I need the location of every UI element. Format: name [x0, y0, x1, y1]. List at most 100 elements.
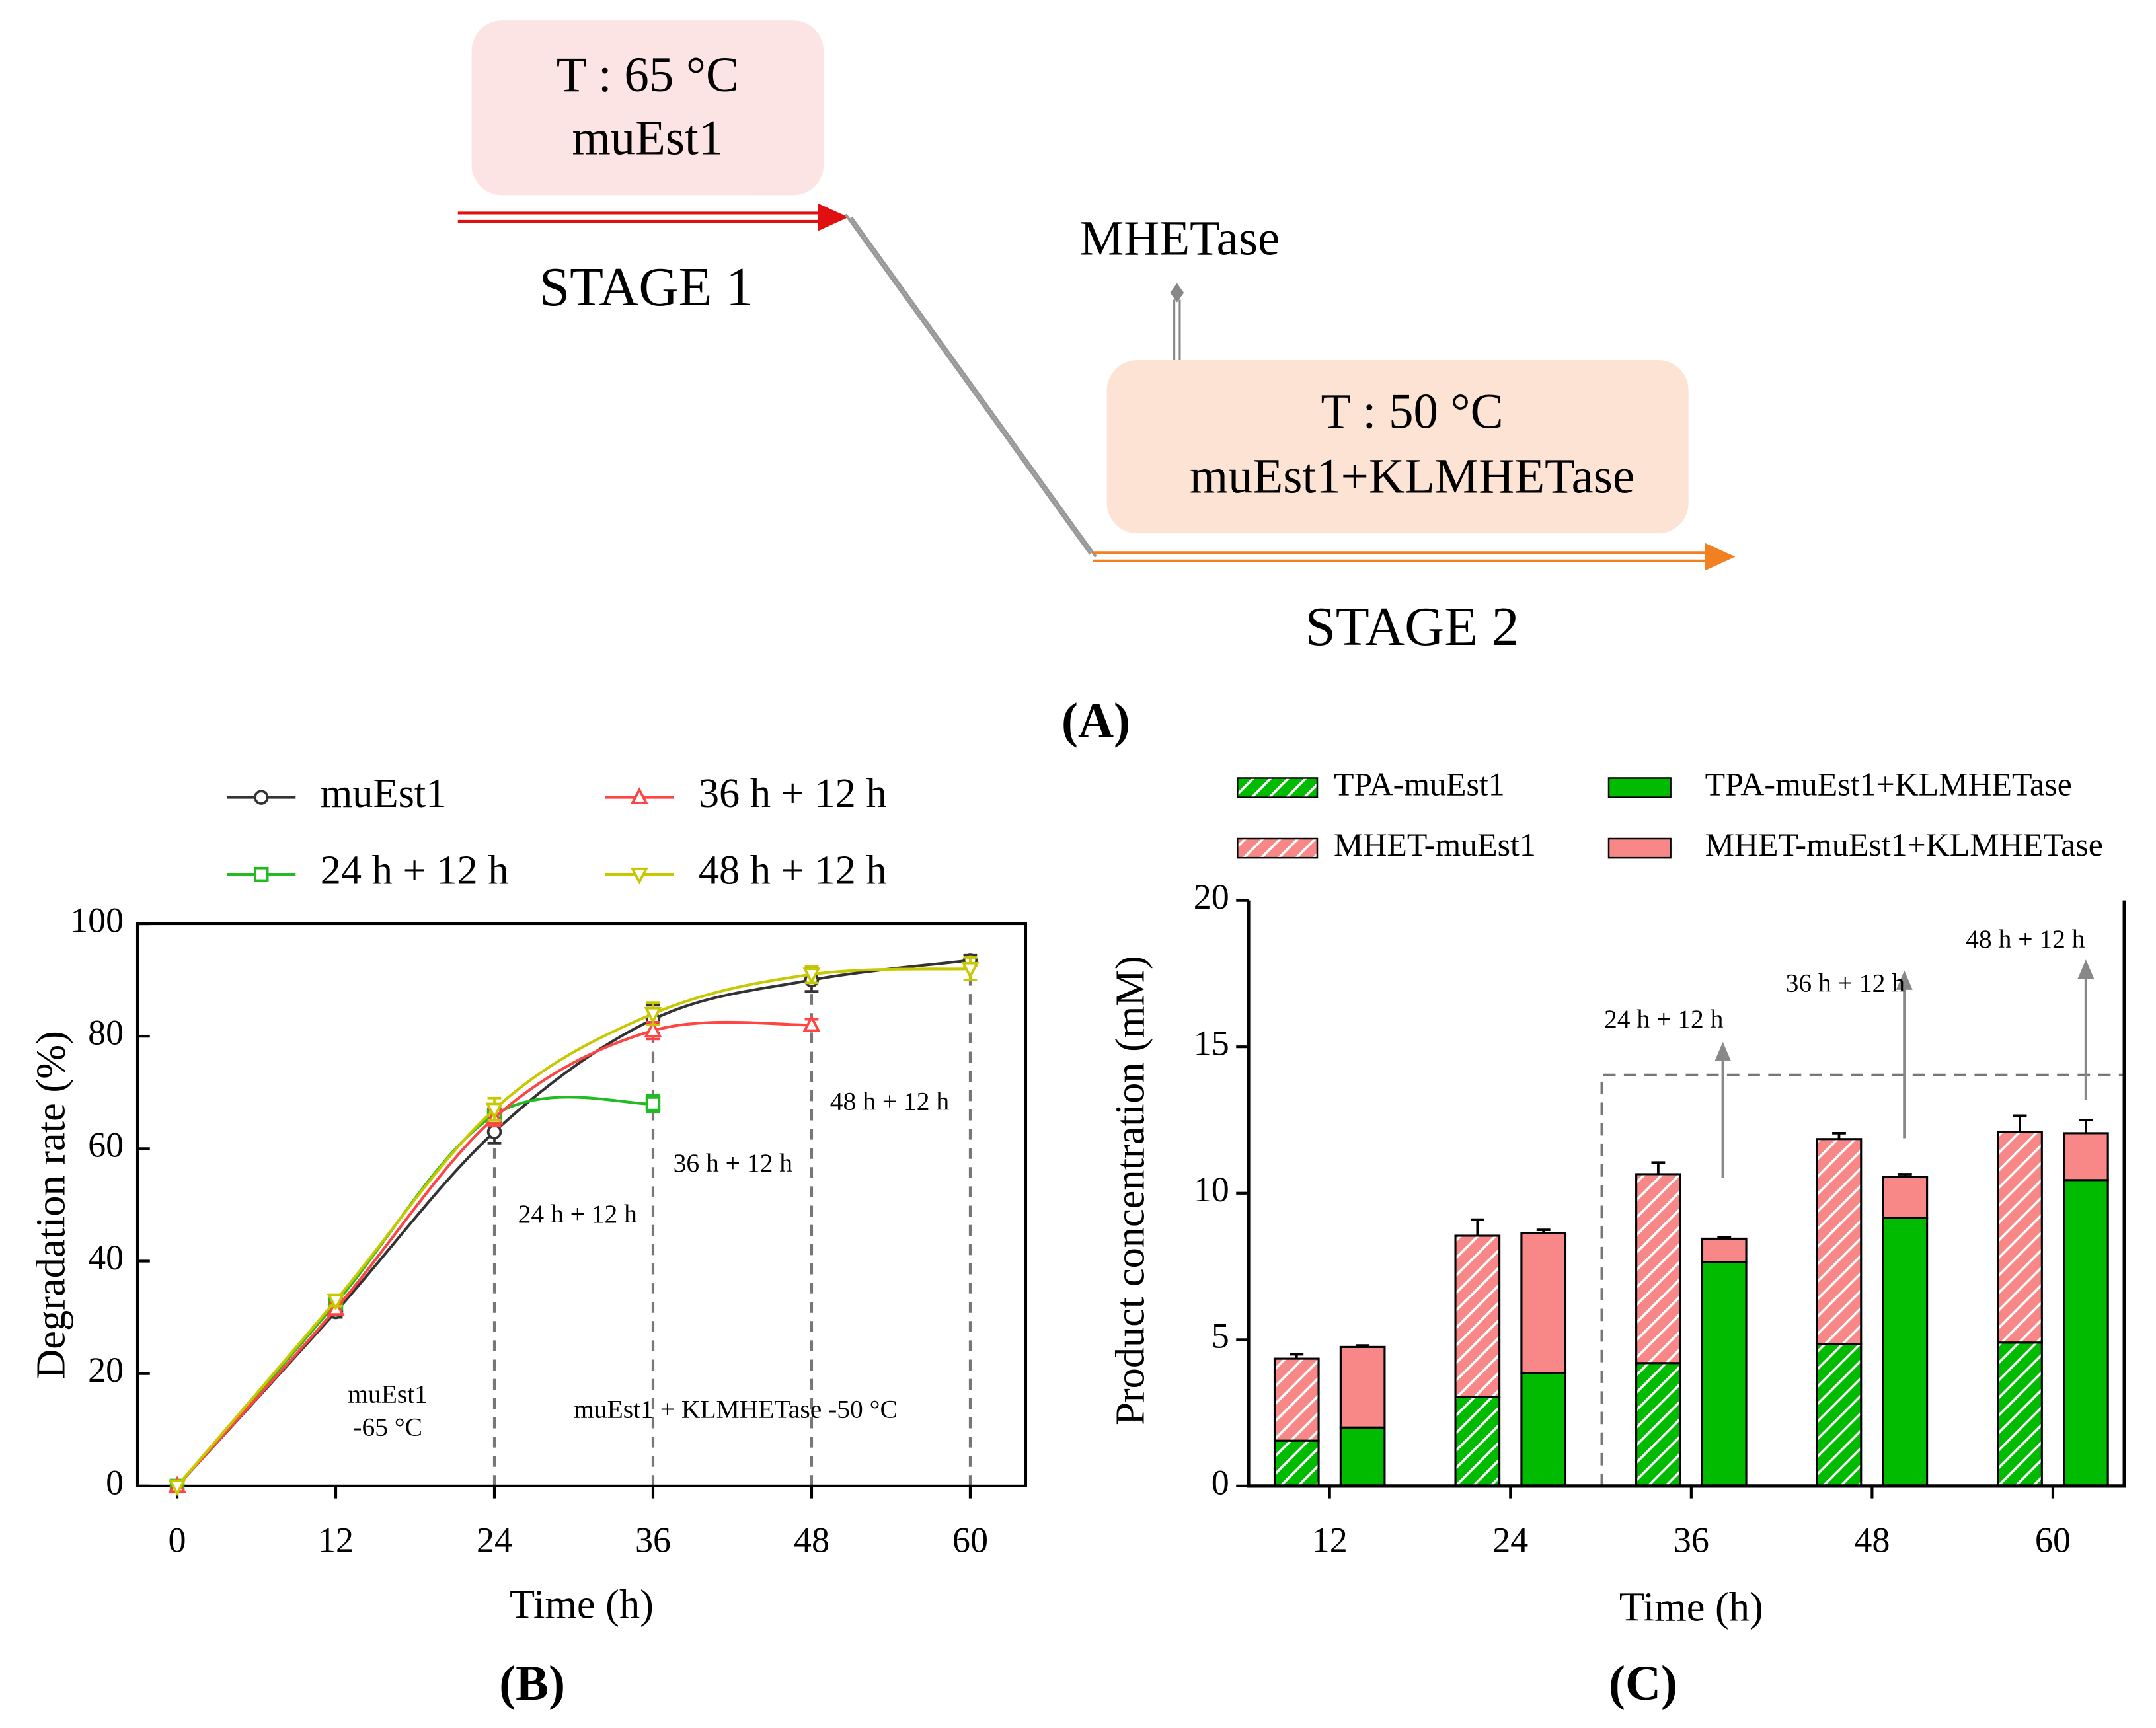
legend-marker: [630, 787, 648, 804]
stage2-arrowhead: [1705, 543, 1736, 571]
error-bar: [1356, 1344, 1370, 1347]
legend-label: muEst1: [321, 770, 447, 816]
legend-swatch: [1607, 837, 1672, 859]
bar-segment: [1997, 1131, 2043, 1344]
additive: MHETase: [1080, 211, 1280, 266]
diagram: T : 65 °C muEst1 STAGE 1 MHETase T : 50 …: [457, 20, 1736, 749]
x-tick-label: 36: [635, 1521, 671, 1560]
bar-segment: [1635, 1173, 1681, 1365]
legend-label: 36 h + 12 h: [699, 770, 887, 816]
stage2-temp: T : 50 °C: [1321, 385, 1503, 439]
legend-label: 48 h + 12 h: [699, 847, 887, 893]
bar-segment: [1520, 1232, 1567, 1374]
panel-label: (C): [1609, 1656, 1677, 1711]
y-axis-label: Product concentration (mM): [1108, 956, 1153, 1425]
legend-item: muEst1: [227, 770, 446, 816]
bar-segment: [1273, 1357, 1320, 1442]
annotation: 24 h + 12 h: [1604, 1004, 1724, 1033]
y-tick-label: 80: [88, 1013, 124, 1053]
error-bar: [1832, 1132, 1846, 1139]
legend-marker: [630, 867, 648, 885]
legend-item: 36 h + 12 h: [605, 770, 887, 816]
panel-c-overlay: [1600, 959, 2125, 1486]
bar-segment: [2063, 1179, 2109, 1487]
bar-segment: [1339, 1426, 1386, 1487]
legend-label: MHET-muEst1: [1334, 827, 1536, 863]
marker: [802, 967, 821, 985]
legend-item: 24 h + 12 h: [227, 847, 509, 893]
marker: [644, 1006, 662, 1024]
y-tick-label: 0: [1212, 1462, 1229, 1502]
bar-segment: [1273, 1439, 1320, 1487]
legend-swatch: [1237, 837, 1319, 859]
error-bar: [2079, 1119, 2093, 1133]
stage2-enzyme: muEst1+KLMHETase: [1190, 449, 1635, 504]
bar-segment: [1339, 1345, 1386, 1429]
bar-segment: [1816, 1343, 1863, 1487]
series-line: [176, 1020, 812, 1487]
marker: [485, 1102, 504, 1120]
stage2-box: [1106, 360, 1689, 534]
error-bar: [1717, 1236, 1732, 1239]
legend-item: MHET-muEst1+KLMHETase: [1607, 827, 2103, 863]
legend-item: TPA-muEst1: [1237, 766, 1505, 802]
legend-label: MHET-muEst1+KLMHETase: [1705, 827, 2103, 863]
y-tick-label: 40: [88, 1238, 124, 1277]
marker: [802, 1014, 821, 1032]
y-tick-label: 15: [1194, 1024, 1229, 1063]
marker: [486, 1124, 502, 1140]
marker: [644, 1020, 662, 1037]
x-tick-label: 24: [1492, 1521, 1528, 1560]
error-bar: [1290, 1353, 1304, 1359]
x-tick-label: 60: [952, 1521, 988, 1560]
x-axis-label: Time (h): [1619, 1584, 1763, 1630]
legend-swatch: [1607, 777, 1672, 798]
legend-marker: [254, 866, 269, 882]
legend-marker: [254, 790, 269, 805]
arrowhead: [2077, 959, 2095, 979]
marker: [645, 1096, 661, 1111]
annotation: muEst1: [348, 1380, 428, 1409]
bar-segment: [1997, 1341, 2043, 1487]
stage2-label: STAGE 2: [1305, 596, 1520, 657]
bar-segment: [2063, 1132, 2109, 1182]
legend-label: TPA-muEst1: [1334, 766, 1505, 802]
legend-label: 24 h + 12 h: [321, 847, 509, 893]
y-axis-label: Degradation rate (%): [28, 1031, 74, 1379]
x-tick-label: 36: [1674, 1521, 1709, 1560]
stage1-temp: T : 65 °C: [557, 48, 739, 102]
marker: [327, 1293, 345, 1311]
annotation: -65 °C: [353, 1413, 422, 1442]
x-tick-label: 0: [169, 1521, 186, 1560]
annotation: 48 h + 12 h: [1966, 924, 2085, 954]
legend-item: TPA-muEst1+KLMHETase: [1607, 766, 2072, 802]
error-bar: [1898, 1173, 1912, 1178]
stage1-box: [471, 20, 824, 196]
bar-segment: [1701, 1237, 1748, 1263]
x-axis-label: Time (h): [510, 1581, 654, 1627]
y-tick-label: 100: [70, 900, 124, 940]
x-tick-label: 24: [477, 1521, 512, 1560]
annotation: 36 h + 12 h: [674, 1148, 793, 1178]
annotation: 36 h + 12 h: [1786, 969, 1906, 998]
additive-diamond: [1170, 283, 1184, 303]
panel-label: (A): [1061, 694, 1130, 749]
error-bar: [2013, 1114, 2027, 1132]
plot-frame: [135, 922, 1028, 1487]
arrowhead: [1714, 1041, 1732, 1062]
x-tick-label: 60: [2035, 1521, 2071, 1560]
bar-segment: [1454, 1234, 1501, 1398]
y-tick-label: 10: [1194, 1170, 1229, 1209]
y-tick-label: 20: [88, 1350, 124, 1390]
annotation: 48 h + 12 h: [830, 1087, 950, 1116]
stage1-arrowhead: [818, 203, 849, 231]
y-tick-label: 20: [1194, 877, 1229, 917]
bar-segment: [1701, 1261, 1748, 1487]
x-tick-label: 12: [1312, 1521, 1348, 1560]
legend-label: TPA-muEst1+KLMHETase: [1705, 766, 2072, 802]
error-bar: [1651, 1161, 1666, 1174]
annotation: muEst1 + KLMHETase -50 °C: [574, 1395, 898, 1424]
annotation: 24 h + 12 h: [518, 1199, 638, 1228]
legend-item: MHET-muEst1: [1237, 827, 1536, 863]
